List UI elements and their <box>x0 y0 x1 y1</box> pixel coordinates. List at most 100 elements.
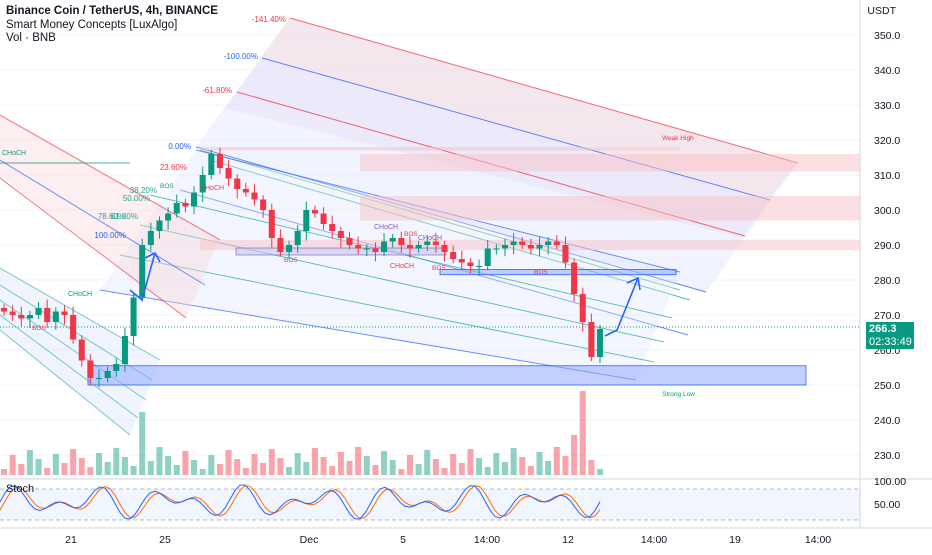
bos-label: BOS <box>534 269 548 276</box>
price-tick: 340.0 <box>874 65 900 77</box>
volume-bar <box>95 453 103 475</box>
volume-bar <box>389 460 396 475</box>
strong-low-label: Strong Low <box>662 391 695 398</box>
channel-line <box>261 57 771 201</box>
volume-bar <box>139 412 146 475</box>
arrow-head-2 <box>626 276 641 291</box>
volume-bar <box>355 447 362 475</box>
candle-body <box>78 339 85 361</box>
volume-bar <box>242 468 249 475</box>
volume-bar <box>35 459 42 475</box>
volume-bar <box>216 464 223 475</box>
currency-unit[interactable]: USDT <box>867 5 896 17</box>
candle-body <box>61 311 68 315</box>
volume-bar <box>579 391 586 475</box>
volume-bar <box>493 453 500 475</box>
price-tick: 250.0 <box>874 380 900 392</box>
volume-label[interactable]: Vol · BNB <box>6 32 56 44</box>
volume-bar <box>510 448 517 475</box>
candle-body <box>571 262 578 294</box>
annotations: CHoCHCHoCHCHoCHCHoCHCHoCHCHoCHBOSBOSBOSB… <box>0 135 695 398</box>
symbol-title[interactable]: Binance Coin / TetherUS, 4h, BINANCE <box>6 5 218 17</box>
volume-bar <box>113 448 120 475</box>
channel-left-line <box>0 329 131 436</box>
channel-left-red-fill <box>0 115 220 318</box>
candle-body <box>139 245 146 298</box>
zone-range-box <box>235 247 447 256</box>
bos-label: BOS <box>160 183 174 190</box>
bos-label: BOS <box>32 325 46 332</box>
candle-body <box>363 248 370 250</box>
volume-bar <box>501 462 509 475</box>
indicator-name[interactable]: Smart Money Concepts [LuxAlgo] <box>6 19 178 31</box>
candle-body <box>242 189 249 193</box>
candle-body <box>277 238 284 252</box>
fib-label: 38.20% <box>130 186 157 195</box>
price-tick: 270.0 <box>874 310 900 322</box>
volume-bar <box>0 469 8 475</box>
fib-label: 61.80% <box>111 212 138 221</box>
choch-label: CHoCH <box>374 224 398 231</box>
candle-body <box>389 238 396 242</box>
volume-bar <box>87 467 94 475</box>
volume-bar <box>320 457 327 475</box>
volume-bar <box>467 449 474 475</box>
candle-body <box>355 245 362 249</box>
volume-bar <box>432 459 439 475</box>
price-tick: 350.0 <box>874 30 900 42</box>
candle-body <box>406 245 413 249</box>
candle-body <box>0 308 8 312</box>
candle-body <box>216 154 223 168</box>
candle-body <box>18 315 25 319</box>
stoch-band <box>0 489 860 520</box>
candle-body <box>251 192 258 200</box>
time-tick: Dec <box>300 534 319 546</box>
volume-bar <box>484 467 491 475</box>
volume-bar <box>337 452 344 475</box>
arrow-head-1 <box>144 251 161 263</box>
volume-bar <box>78 458 85 475</box>
volume-bar <box>104 462 111 475</box>
bar-countdown: 02:33:49 <box>866 335 914 349</box>
candle-body <box>234 178 241 189</box>
candle-body <box>35 308 42 315</box>
zone-weak-high <box>200 147 680 151</box>
price-tick: 320.0 <box>874 135 900 147</box>
volume-bar <box>458 463 465 475</box>
price-tick: 280.0 <box>874 275 900 287</box>
fib-label: -61.80% <box>202 86 232 95</box>
candle-body <box>113 364 120 371</box>
candle-body <box>294 231 301 245</box>
candle-body <box>424 241 431 245</box>
projection-arrow-2 <box>604 277 639 337</box>
candle-body <box>260 199 267 210</box>
candle-body <box>208 154 215 175</box>
candle-body <box>579 294 586 322</box>
candles <box>0 147 604 388</box>
candle-body <box>320 213 327 224</box>
channel-left-line <box>0 314 139 419</box>
volume-bar <box>406 455 413 475</box>
fib-label: 100.00% <box>94 231 126 240</box>
bos-label: BOS <box>404 231 418 238</box>
channel-left-line <box>0 159 206 286</box>
candle-body <box>450 252 457 259</box>
zone-supply-2 <box>360 196 860 221</box>
candle-body <box>104 371 111 378</box>
channel-inner-line <box>119 254 655 363</box>
volume-bar <box>225 450 232 475</box>
zone-strong-low <box>87 365 807 386</box>
volume-bar <box>372 465 379 475</box>
candle-body <box>147 231 154 245</box>
zone-demand-1 <box>439 269 677 276</box>
candle-body <box>519 241 526 245</box>
candle-body <box>173 203 180 214</box>
fib-label: 23.60% <box>160 163 187 172</box>
volume-bar <box>173 465 180 475</box>
candle-body <box>87 360 94 378</box>
zone-supply-1 <box>360 154 860 172</box>
choch-label: CHoCH <box>68 291 92 298</box>
stoch-tick-50: 50.00 <box>874 499 900 511</box>
